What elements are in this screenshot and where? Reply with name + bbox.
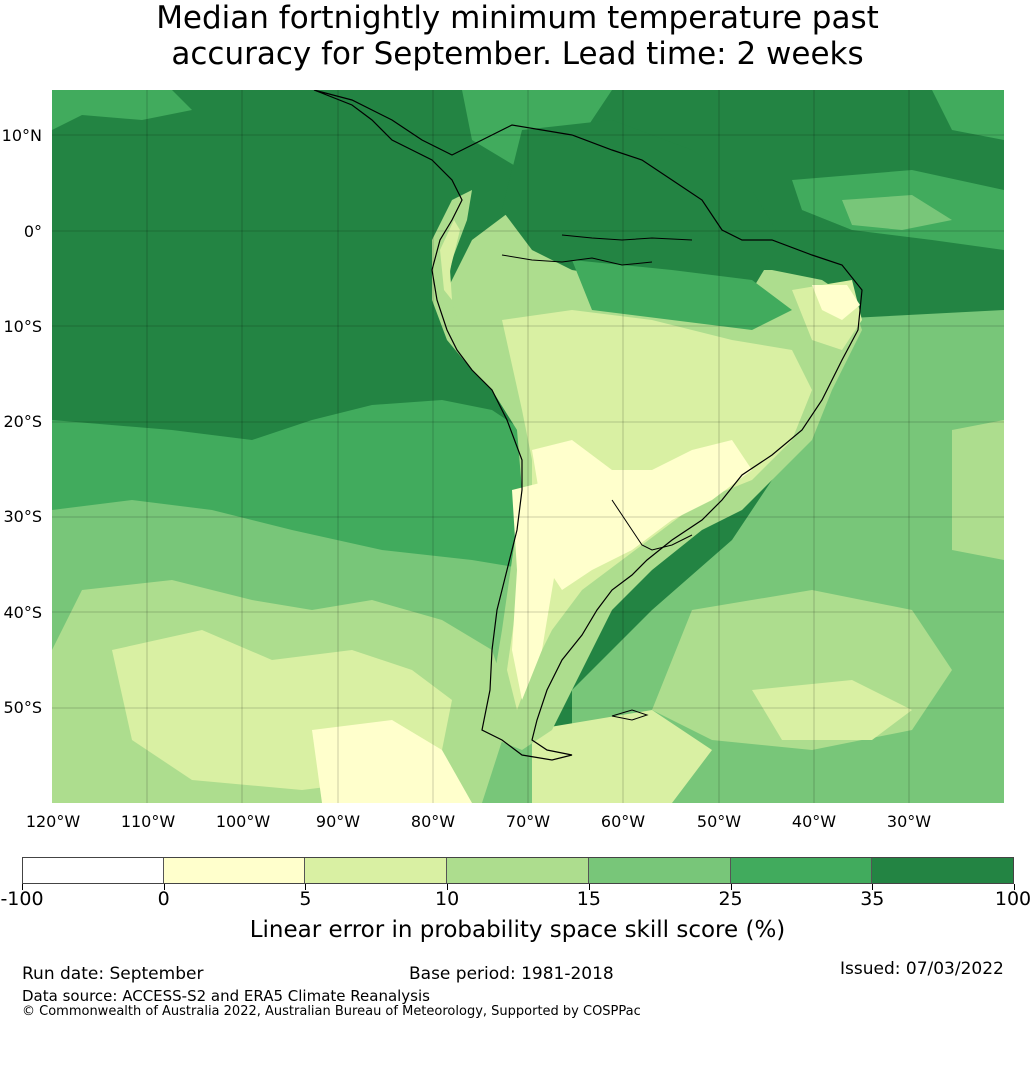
colorbar-tick-label: 15 (576, 888, 601, 910)
colorbar-tick-label: -100 (0, 888, 44, 910)
colorbar-segment (22, 857, 164, 884)
lat-label-40s: 40°S (3, 603, 42, 622)
lon-label-110w: 110°W (120, 812, 176, 831)
issued-date: Issued: 07/03/2022 (840, 959, 1004, 979)
colorbar-tick (447, 884, 449, 890)
colorbar-tick (730, 884, 732, 890)
colorbar-segment (447, 857, 589, 884)
colorbar-tick (163, 884, 165, 890)
lat-label-20s: 20°S (3, 412, 42, 431)
colorbar-segment (305, 857, 448, 884)
colorbar-tick (1014, 884, 1015, 890)
colorbar-tick (305, 884, 307, 890)
colorbar-tick-label: 25 (718, 888, 743, 910)
lon-label-100w: 100°W (215, 812, 271, 831)
colorbar-tick (872, 884, 874, 890)
colorbar-frame (22, 857, 1014, 884)
lon-label-80w: 80°W (410, 812, 456, 831)
lon-label-40w: 40°W (791, 812, 837, 831)
colorbar (22, 857, 1014, 884)
copyright: © Commonwealth of Australia 2022, Austra… (22, 1004, 641, 1019)
colorbar-tick-label: 35 (860, 888, 885, 910)
colorbar-label: Linear error in probability space skill … (249, 917, 786, 943)
lon-label-90w: 90°W (315, 812, 361, 831)
base-period: Base period: 1981-2018 (409, 964, 614, 984)
data-source: Data source: ACCESS-S2 and ERA5 Climate … (22, 987, 430, 1005)
colorbar-segment (588, 857, 731, 884)
colorbar-tick-label: 5 (299, 888, 312, 910)
colorbar-tick-label: 100 (994, 888, 1032, 910)
colorbar-tick (588, 884, 590, 890)
lat-label-0: 0° (23, 222, 42, 241)
lon-label-70w: 70°W (505, 812, 551, 831)
skill-score-map (52, 90, 1004, 803)
lon-label-50w: 50°W (696, 812, 742, 831)
title-line-1: Median fortnightly minimum temperature p… (156, 0, 879, 36)
colorbar-segment (730, 857, 873, 884)
title-line-2: accuracy for September. Lead time: 2 wee… (171, 36, 864, 72)
colorbar-tick-label: 10 (435, 888, 460, 910)
lat-label-10n: 10°N (1, 126, 42, 145)
run-date: Run date: September (22, 964, 204, 984)
lon-label-60w: 60°W (600, 812, 646, 831)
lat-label-50s: 50°S (3, 698, 42, 717)
colorbar-segment (872, 857, 1014, 884)
colorbar-tick (22, 884, 23, 890)
colorbar-tick-label: 0 (157, 888, 170, 910)
lat-label-10s: 10°S (3, 317, 42, 336)
map-canvas (52, 90, 1004, 803)
colorbar-segment (163, 857, 306, 884)
lon-label-120w: 120°W (25, 812, 81, 831)
lon-label-30w: 30°W (886, 812, 932, 831)
lat-label-30s: 30°S (3, 507, 42, 526)
chart-title: Median fortnightly minimum temperature p… (0, 0, 1035, 72)
